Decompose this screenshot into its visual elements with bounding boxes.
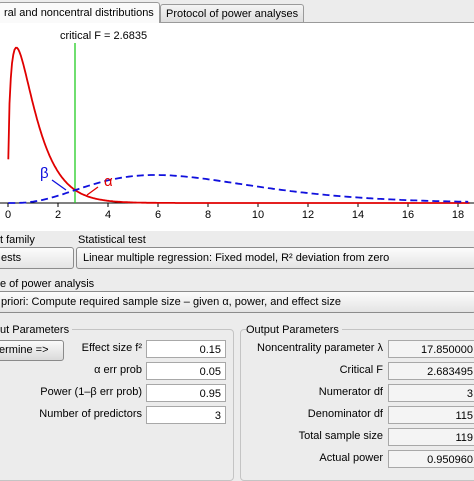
numerator-df-label: Numerator df (318, 386, 383, 398)
critical-f-value: 2.683495 (388, 362, 474, 380)
power-field[interactable]: 0.95 (146, 384, 226, 402)
total-sample-size-label: Total sample size (298, 430, 383, 442)
critical-f-output-label: Critical F (339, 364, 383, 376)
x-tick-label-5: 10 (252, 209, 264, 221)
input-parameters-header: ut Parameters (0, 324, 73, 336)
x-tick-label-0: 0 (5, 209, 11, 221)
x-tick-label-7: 14 (352, 209, 364, 221)
statistical-test-dropdown[interactable]: Linear multiple regression: Fixed model,… (76, 247, 474, 269)
noncentral-distribution-curve (8, 174, 469, 204)
x-tick-label-4: 8 (205, 209, 211, 221)
output-parameters-header: Output Parameters (246, 324, 342, 336)
x-tick-label-6: 12 (302, 209, 314, 221)
x-tick-label-9: 18 (452, 209, 464, 221)
central-distribution-curve (7, 46, 470, 204)
effect-size-label: Effect size f² (81, 342, 142, 354)
denominator-df-label: Denominator df (307, 408, 383, 420)
numerator-df-value: 3 (388, 384, 474, 402)
distribution-plot-panel: 0 2 4 6 8 10 12 14 16 18 critical F = 2.6835 β α (0, 22, 474, 231)
critical-f-label: critical F = 2.6835 (60, 30, 148, 42)
alpha-err-prob-field[interactable]: 0.05 (146, 362, 226, 380)
power-analysis-type-dropdown[interactable]: priori: Compute required sample size – g… (0, 291, 474, 313)
effect-size-field[interactable]: 0.15 (146, 340, 226, 358)
tab-distributions[interactable]: ral and noncentral distributions (0, 2, 160, 23)
x-tick-label-8: 16 (402, 209, 414, 221)
tab-protocol[interactable]: Protocol of power analyses (160, 4, 305, 23)
num-predictors-field[interactable]: 3 (146, 406, 226, 424)
alpha-arrow (86, 186, 99, 196)
actual-power-value: 0.950960 (388, 450, 474, 468)
noncentrality-value: 17.850000 (388, 340, 474, 358)
alpha-err-prob-label: α err prob (94, 364, 142, 376)
power-analysis-type-label: e of power analysis (0, 278, 95, 290)
alpha-label: α (104, 173, 113, 190)
determine-button[interactable]: ermine => (0, 340, 64, 361)
power-label: Power (1–β err prob) (40, 386, 142, 398)
distribution-plot: 0 2 4 6 8 10 12 14 16 18 (0, 43, 474, 221)
x-tick-label-3: 6 (155, 209, 161, 221)
statistical-test-label: Statistical test (78, 234, 146, 246)
total-sample-size-value: 119 (388, 428, 474, 446)
x-tick-label-2: 4 (105, 209, 111, 221)
beta-label: β (40, 165, 49, 182)
denominator-df-value: 115 (388, 406, 474, 424)
test-family-dropdown[interactable]: ests (0, 247, 74, 269)
beta-arrow (51, 179, 67, 191)
actual-power-label: Actual power (319, 452, 383, 464)
noncentrality-label: Noncentrality parameter λ (257, 342, 383, 354)
num-predictors-label: Number of predictors (39, 408, 142, 420)
test-family-label: t family (0, 234, 35, 246)
x-tick-label-1: 2 (55, 209, 61, 221)
